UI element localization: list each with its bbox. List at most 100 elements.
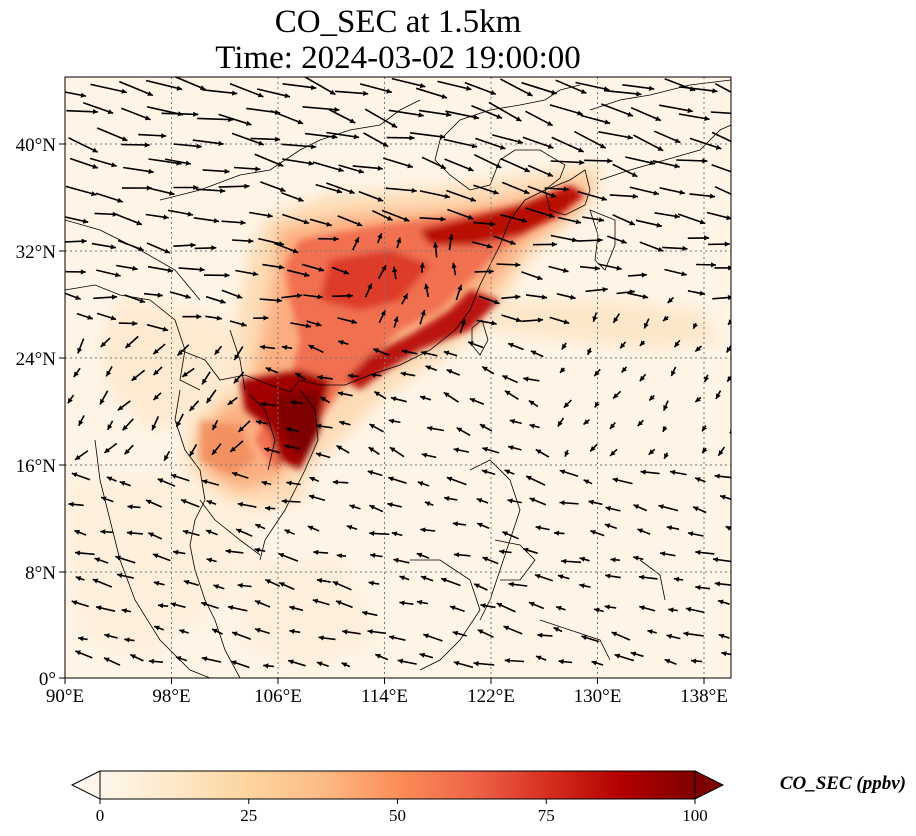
- wind-arrow-shaft: [385, 187, 417, 192]
- wind-arrow-head: [199, 266, 205, 273]
- wind-arrow-head: [588, 499, 594, 505]
- wind-arrow-head: [495, 163, 502, 168]
- wind-arrow-head: [581, 635, 587, 641]
- wind-arrow-head: [348, 373, 354, 379]
- wind-arrow-head: [530, 350, 537, 356]
- wind-arrow-head: [297, 119, 304, 125]
- wind-arrow-head: [132, 320, 138, 327]
- wind-arrow-shaft: [659, 104, 693, 113]
- wind-arrow-head: [425, 365, 432, 371]
- colorbar: 0 25 50 75 100 CO_SEC (ppbv): [70, 770, 906, 825]
- wind-arrow-head: [440, 164, 446, 169]
- colorbar-label: CO_SEC (ppbv): [780, 773, 906, 794]
- wind-arrow-head: [152, 553, 159, 559]
- wind-arrow-head: [604, 604, 610, 610]
- wind-arrow-head: [117, 197, 123, 203]
- wind-arrow-head: [502, 531, 508, 537]
- wind-arrow-head: [296, 293, 303, 299]
- wind-arrow-head: [356, 221, 363, 227]
- wind-arrow-head: [526, 475, 532, 481]
- wind-arrow-head: [674, 163, 680, 169]
- wind-arrow-head: [424, 501, 431, 507]
- wind-arrow-head: [377, 233, 383, 239]
- wind-arrow-head: [613, 317, 619, 323]
- wind-arrow-head: [553, 627, 560, 632]
- wind-arrow-head: [312, 598, 319, 604]
- wind-arrow-head: [181, 499, 187, 504]
- wind-arrow-head: [206, 397, 212, 403]
- wind-arrow-head: [201, 601, 207, 607]
- wind-arrow-head: [451, 262, 457, 269]
- wind-arrow-head: [687, 531, 694, 537]
- wind-arrow-shaft: [475, 137, 506, 150]
- wind-arrow-head: [316, 661, 323, 667]
- wind-arrow-head: [529, 497, 536, 503]
- wind-arrow-head: [326, 221, 332, 227]
- wind-arrow-head: [92, 147, 98, 153]
- wind-arrow-head: [317, 294, 323, 300]
- wind-arrow-head: [106, 476, 113, 482]
- colorbar-tick-label: 75: [538, 806, 555, 825]
- wind-arrow-shaft: [254, 153, 284, 167]
- wind-arrow-head: [726, 215, 731, 221]
- wind-arrow-head: [515, 116, 522, 122]
- lon-tick-label: 114°E: [361, 686, 408, 707]
- wind-arrow-head: [537, 632, 543, 638]
- wind-arrow-head: [424, 283, 430, 290]
- wind-arrow-head: [401, 349, 408, 355]
- wind-arrow-head: [687, 107, 693, 114]
- wind-arrow-shaft: [312, 161, 344, 172]
- wind-arrow-shaft: [326, 182, 355, 194]
- wind-arrow-shaft: [464, 81, 497, 95]
- wind-arrow-head: [610, 557, 616, 563]
- wind-arrow-head: [704, 376, 710, 382]
- wind-arrow-head: [151, 424, 157, 431]
- wind-arrow-head: [695, 346, 701, 352]
- wind-arrow-head: [362, 610, 368, 616]
- wind-arrow-head: [554, 530, 560, 536]
- wind-arrow-head: [605, 573, 611, 579]
- wind-arrow-head: [620, 342, 626, 349]
- wind-arrow-head: [594, 370, 600, 377]
- wind-arrow-head: [354, 237, 359, 243]
- wind-arrow-head: [416, 599, 423, 605]
- wind-arrow-head: [367, 629, 373, 635]
- wind-arrow-shaft: [83, 101, 114, 115]
- wind-arrow-head: [238, 426, 244, 432]
- wind-arrow-head: [370, 552, 376, 558]
- wind-arrow-shaft: [388, 109, 424, 117]
- wind-arrow-head: [375, 653, 381, 659]
- wind-arrow-head: [75, 454, 81, 460]
- wind-arrow-shaft: [202, 89, 238, 95]
- wind-arrow-head: [716, 393, 721, 399]
- wind-arrow-head: [536, 655, 542, 661]
- wind-arrow-head: [390, 396, 397, 402]
- colorbar-tick-label: 50: [389, 806, 406, 825]
- wind-arrow-head: [452, 630, 459, 636]
- wind-arrow-head: [397, 658, 404, 664]
- wind-arrow-head: [281, 344, 288, 350]
- wind-arrow-shaft: [711, 163, 731, 173]
- wind-arrow-shaft: [689, 137, 722, 150]
- wind-arrow-head: [637, 528, 644, 534]
- wind-arrow-shaft: [714, 185, 731, 196]
- wind-arrow-head: [409, 135, 415, 141]
- wind-arrow-shaft: [418, 109, 452, 116]
- wind-arrow-head: [557, 574, 564, 580]
- wind-arrow-head: [241, 321, 247, 327]
- wind-arrow-shaft: [359, 83, 393, 94]
- wind-arrow-head: [575, 219, 581, 225]
- wind-arrow-head: [515, 317, 522, 323]
- wind-arrow-head: [594, 607, 600, 613]
- wind-arrow-head: [163, 214, 169, 220]
- wind-arrow-head: [427, 425, 433, 431]
- wind-arrow-head: [695, 477, 701, 483]
- wind-arrow-head: [164, 248, 170, 254]
- wind-arrow-head: [121, 88, 127, 94]
- wind-arrow-head: [579, 556, 586, 562]
- wind-arrow-head: [610, 450, 616, 456]
- wind-arrow-head: [647, 629, 653, 635]
- wind-arrow-head: [100, 529, 106, 535]
- lon-tick-label: 130°E: [574, 686, 622, 707]
- wind-arrow-shaft: [604, 89, 642, 96]
